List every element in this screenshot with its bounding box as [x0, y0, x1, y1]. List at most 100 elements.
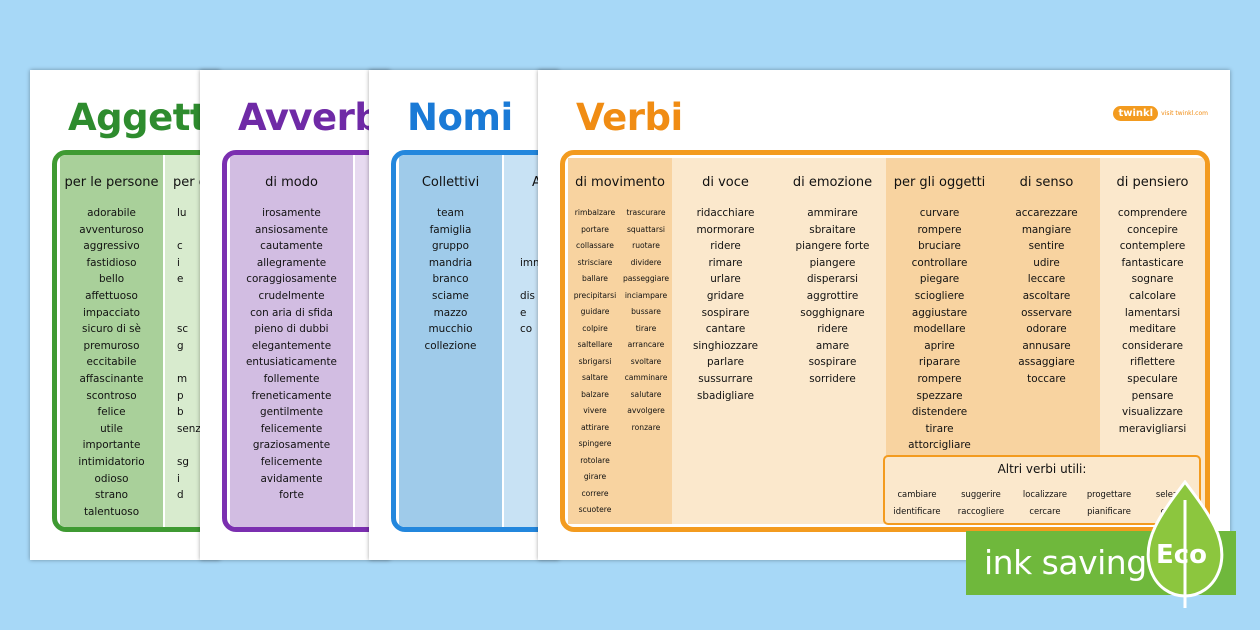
list-item: sicuro di sè: [82, 323, 141, 336]
column-heading: di emozione: [792, 175, 873, 190]
list-item: felice: [97, 406, 126, 419]
list-item: adorabile: [87, 207, 136, 219]
list-item: piangere forte: [795, 240, 870, 253]
column-heading: di movimento: [575, 175, 665, 190]
column-heading: per gli oggetti: [893, 175, 986, 190]
list-item: lu: [177, 207, 187, 219]
list-item: piangere: [809, 256, 856, 269]
list-item: speculare: [1127, 372, 1178, 385]
list-item: i: [177, 256, 180, 269]
list-item: team: [437, 207, 464, 219]
list-item: c: [177, 240, 183, 253]
list-item: gentilmente: [260, 406, 323, 419]
list-item: strisciare: [577, 257, 613, 267]
word-list: adorabile avventuroso aggressivo fastidioso…: [60, 205, 163, 520]
list-item: mazzo: [433, 306, 468, 319]
list-item: bussare: [631, 307, 661, 316]
list-item: portare: [581, 224, 609, 234]
list-item: inciampare: [624, 290, 668, 300]
list-item: aggressivo: [83, 240, 140, 253]
word-list: progettare pianificare: [1079, 486, 1139, 520]
list-item: rotolare: [580, 455, 610, 465]
list-item: ronzare: [631, 422, 661, 432]
list-item: considerare: [1121, 339, 1184, 352]
list-item: controllare: [911, 256, 968, 269]
list-item: coraggiosamente: [246, 273, 337, 286]
list-item: spingere: [578, 439, 612, 448]
list-item: attorcigliare: [908, 439, 971, 452]
list-item: squattarsi: [626, 224, 666, 234]
twinkl-logo: twinkl visit twinkl.com: [1113, 106, 1208, 121]
list-item: urlare: [710, 273, 741, 286]
list-item: importante: [82, 439, 141, 452]
list-item: pensare: [1131, 389, 1174, 402]
list-item: crudelmente: [258, 289, 325, 302]
list-item: arrancare: [627, 340, 665, 349]
list-item: allegramente: [256, 256, 327, 269]
word-list: accarezzare mangiare sentire udire leccare as…: [993, 205, 1100, 388]
column-heading: Collettivi: [421, 175, 480, 190]
list-item: entusiaticamente: [246, 356, 337, 369]
list-item: tirare: [925, 422, 954, 435]
eco-label: Eco: [1156, 540, 1208, 570]
column-heading: per g: [173, 175, 207, 190]
verbi-col-voce: di voce ridacchiare mormorare ridere rimare…: [672, 158, 779, 524]
list-item: ridere: [817, 323, 848, 336]
list-item: correre: [581, 488, 609, 498]
list-item: eccitabile: [86, 356, 137, 369]
list-item: strano: [94, 489, 129, 502]
list-item: meravigliarsi: [1118, 422, 1187, 435]
list-item: collezione: [424, 339, 477, 352]
list-item: distendere: [911, 406, 968, 419]
list-item: spezzare: [916, 389, 963, 402]
word-list: suggerire raccogliere: [951, 486, 1011, 520]
list-item: sbraitare: [809, 223, 856, 236]
list-item: mucchio: [428, 323, 473, 336]
list-item: g: [177, 339, 184, 352]
list-item: comprendere: [1117, 207, 1188, 219]
list-item: cercare: [1029, 506, 1061, 516]
list-item: mangiare: [1021, 223, 1072, 236]
list-item: talentuoso: [83, 505, 140, 518]
list-item: ballare: [582, 274, 608, 283]
list-item: calcolare: [1129, 289, 1176, 302]
list-item: utile: [100, 422, 123, 435]
list-item: osservare: [1021, 306, 1072, 319]
list-item: premuroso: [83, 339, 140, 352]
list-item: b: [177, 406, 184, 419]
list-item: lamentarsi: [1124, 306, 1181, 319]
list-item: concepire: [1127, 223, 1178, 236]
word-list: ridacchiare mormorare ridere rimare urlare gr…: [672, 205, 779, 404]
list-item: e: [177, 273, 184, 286]
list-item: m: [177, 372, 188, 385]
list-item: sospirare: [701, 306, 750, 319]
list-item: fantasticare: [1121, 256, 1184, 269]
avverbi-title: Avverbi: [238, 96, 390, 139]
word-list: rimbalzare portare collassare strisciare bal…: [570, 205, 620, 519]
avverbi-col-modo: di modo irosamente ansiosamente cautamente…: [230, 155, 353, 527]
word-list: imm dis e co: [504, 205, 559, 354]
list-item: elegantemente: [251, 339, 332, 352]
aggettivi-col-persone: per le persone adorabile avventuroso aggre…: [60, 155, 163, 527]
leaf-icon: [1146, 480, 1224, 608]
list-item: bello: [98, 273, 125, 286]
list-item: sc: [177, 323, 189, 336]
list-item: trascurare: [626, 208, 666, 217]
list-item: follemente: [263, 372, 320, 385]
list-item: avidamente: [260, 472, 323, 485]
list-item: rompere: [917, 372, 962, 385]
list-item: intimidatorio: [78, 455, 145, 468]
list-item: gridare: [706, 289, 745, 302]
altri-verbi-title: Altri verbi utili:: [997, 462, 1087, 476]
list-item: saltare: [582, 373, 608, 382]
list-item: scuotere: [578, 505, 612, 514]
list-item: leccare: [1027, 273, 1066, 286]
list-item: p: [177, 389, 184, 402]
list-item: precipitarsi: [573, 290, 617, 300]
list-item: sg: [177, 455, 190, 468]
list-item: tirare: [635, 323, 657, 333]
list-item: imm: [520, 256, 544, 269]
list-item: udire: [1033, 256, 1060, 269]
verbi-col-movimento: di movimento rimbalzare portare collassare…: [568, 158, 672, 524]
list-item: sussurrare: [698, 372, 753, 385]
